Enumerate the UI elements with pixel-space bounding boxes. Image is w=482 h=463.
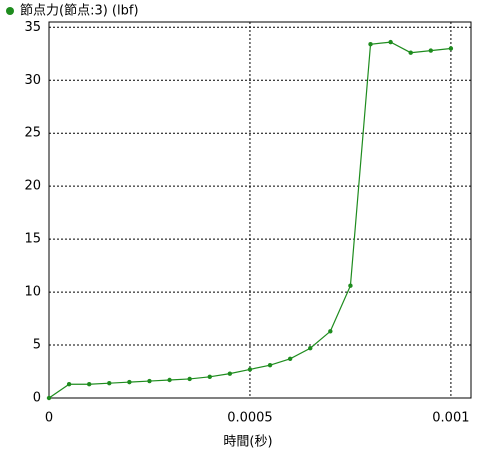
data-point <box>167 377 172 383</box>
data-point <box>287 356 293 362</box>
legend-marker <box>6 7 14 15</box>
data-point <box>428 48 434 53</box>
legend-label: 節点力(節点:3) (lbf) <box>20 4 139 19</box>
x-tick-label: 0 <box>45 411 53 426</box>
data-point <box>388 39 393 45</box>
data-point <box>247 367 253 372</box>
y-tick-label: 10 <box>24 285 41 300</box>
y-tick-label: 35 <box>24 20 41 35</box>
data-point <box>308 346 313 351</box>
y-tick-label: 0 <box>33 391 41 406</box>
y-tick-label: 5 <box>33 338 41 353</box>
y-tick-label: 20 <box>24 179 41 194</box>
data-point <box>66 382 72 387</box>
data-point <box>408 50 413 55</box>
data-point <box>107 380 112 386</box>
plot-frame <box>48 21 472 399</box>
data-point <box>207 374 212 380</box>
x-tick-label: 0.0005 <box>227 411 273 426</box>
x-tick-label: 0.001 <box>432 411 469 426</box>
data-point <box>147 378 152 384</box>
data-point <box>368 42 373 47</box>
data-point <box>187 376 192 382</box>
data-point <box>127 379 132 385</box>
data-point <box>46 395 52 401</box>
data-point <box>267 362 273 368</box>
y-tick-label: 30 <box>24 73 41 88</box>
y-tick-label: 15 <box>24 232 41 247</box>
data-point <box>227 371 233 376</box>
data-point <box>348 283 353 288</box>
data-point <box>86 382 92 387</box>
data-point <box>328 329 333 334</box>
x-axis-label: 時間(秒) <box>223 435 272 450</box>
y-tick-label: 25 <box>24 126 41 141</box>
data-point <box>448 46 454 51</box>
